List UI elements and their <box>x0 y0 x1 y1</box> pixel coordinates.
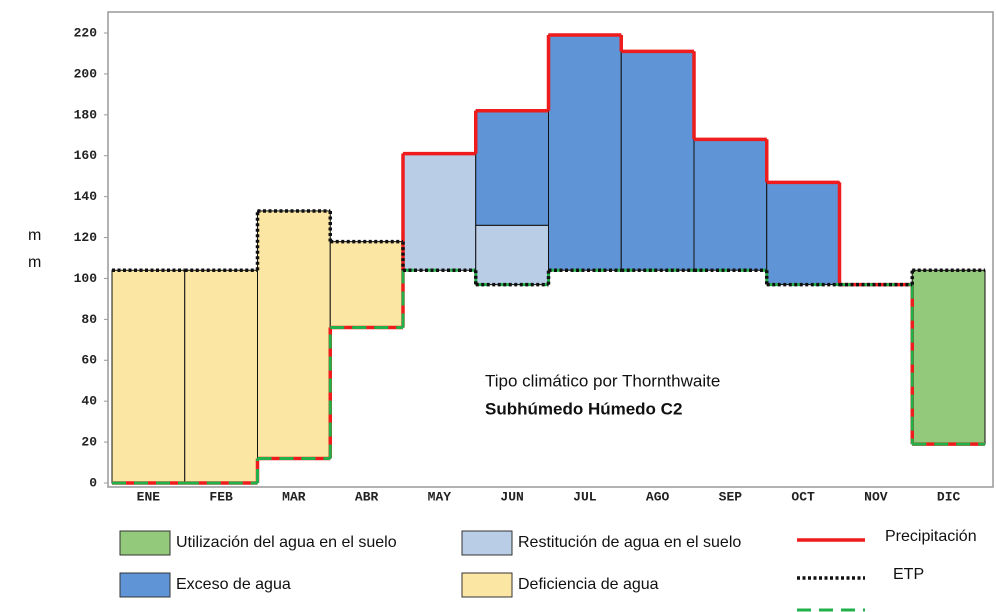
legend-label: ETP <box>893 566 924 583</box>
x-tick-label: OCT <box>791 489 815 504</box>
legend-label: Utilización del agua en el suelo <box>176 534 397 551</box>
y-axis-label: m <box>28 227 41 244</box>
y-tick-label: 40 <box>81 394 97 409</box>
y-tick-label: 200 <box>74 66 98 81</box>
x-tick-label: DIC <box>937 489 961 504</box>
legend-label: Restitución de agua en el suelo <box>518 534 741 551</box>
legend-swatch <box>119 530 171 556</box>
x-tick-label: MAY <box>428 489 452 504</box>
plot-frame <box>107 11 994 488</box>
y-tick-label: 60 <box>81 353 97 368</box>
x-tick-label: ABR <box>355 489 379 504</box>
annotation: Subhúmedo Húmedo C2 <box>485 399 682 418</box>
water-balance-area <box>475 110 549 226</box>
y-tick-label: 220 <box>74 25 98 40</box>
x-tick-label: NOV <box>864 489 888 504</box>
water-balance-area <box>693 138 768 271</box>
y-axis-label: m <box>28 254 41 271</box>
legend-swatch <box>119 572 171 598</box>
water-balance-area <box>620 50 695 271</box>
water-balance-area <box>184 269 258 484</box>
y-tick-label: 100 <box>74 271 98 286</box>
legend-swatch <box>461 572 513 598</box>
water-balance-area <box>766 181 840 286</box>
y-tick-label: 80 <box>81 312 97 327</box>
y-tick-label: 120 <box>74 230 98 245</box>
y-tick-label: 20 <box>81 435 97 450</box>
y-tick-label: 140 <box>74 189 98 204</box>
y-tick-label: 0 <box>89 475 97 490</box>
water-balance-area <box>911 269 986 445</box>
legend-label: Precipitación <box>885 528 977 545</box>
water-balance-area <box>111 269 186 484</box>
legend-label: Deficiencia de agua <box>518 576 659 593</box>
x-tick-label: ENE <box>137 489 161 504</box>
water-balance-area <box>402 153 477 271</box>
y-tick-label: 160 <box>74 148 98 163</box>
x-tick-label: FEB <box>209 489 233 504</box>
x-tick-label: MAR <box>282 489 306 504</box>
water-balance-area <box>257 210 331 459</box>
legend-swatch <box>461 530 513 556</box>
x-tick-label: SEP <box>719 489 743 504</box>
legend-label: Exceso de agua <box>176 576 291 593</box>
x-tick-label: JUN <box>500 489 523 504</box>
annotation: Tipo climático por Thornthwaite <box>485 371 720 390</box>
x-tick-label: JUL <box>573 489 597 504</box>
y-tick-label: 180 <box>74 107 98 122</box>
x-tick-label: AGO <box>646 489 670 504</box>
water-balance-area <box>548 34 622 271</box>
water-balance-area <box>475 224 549 286</box>
water-balance-area <box>329 241 404 329</box>
